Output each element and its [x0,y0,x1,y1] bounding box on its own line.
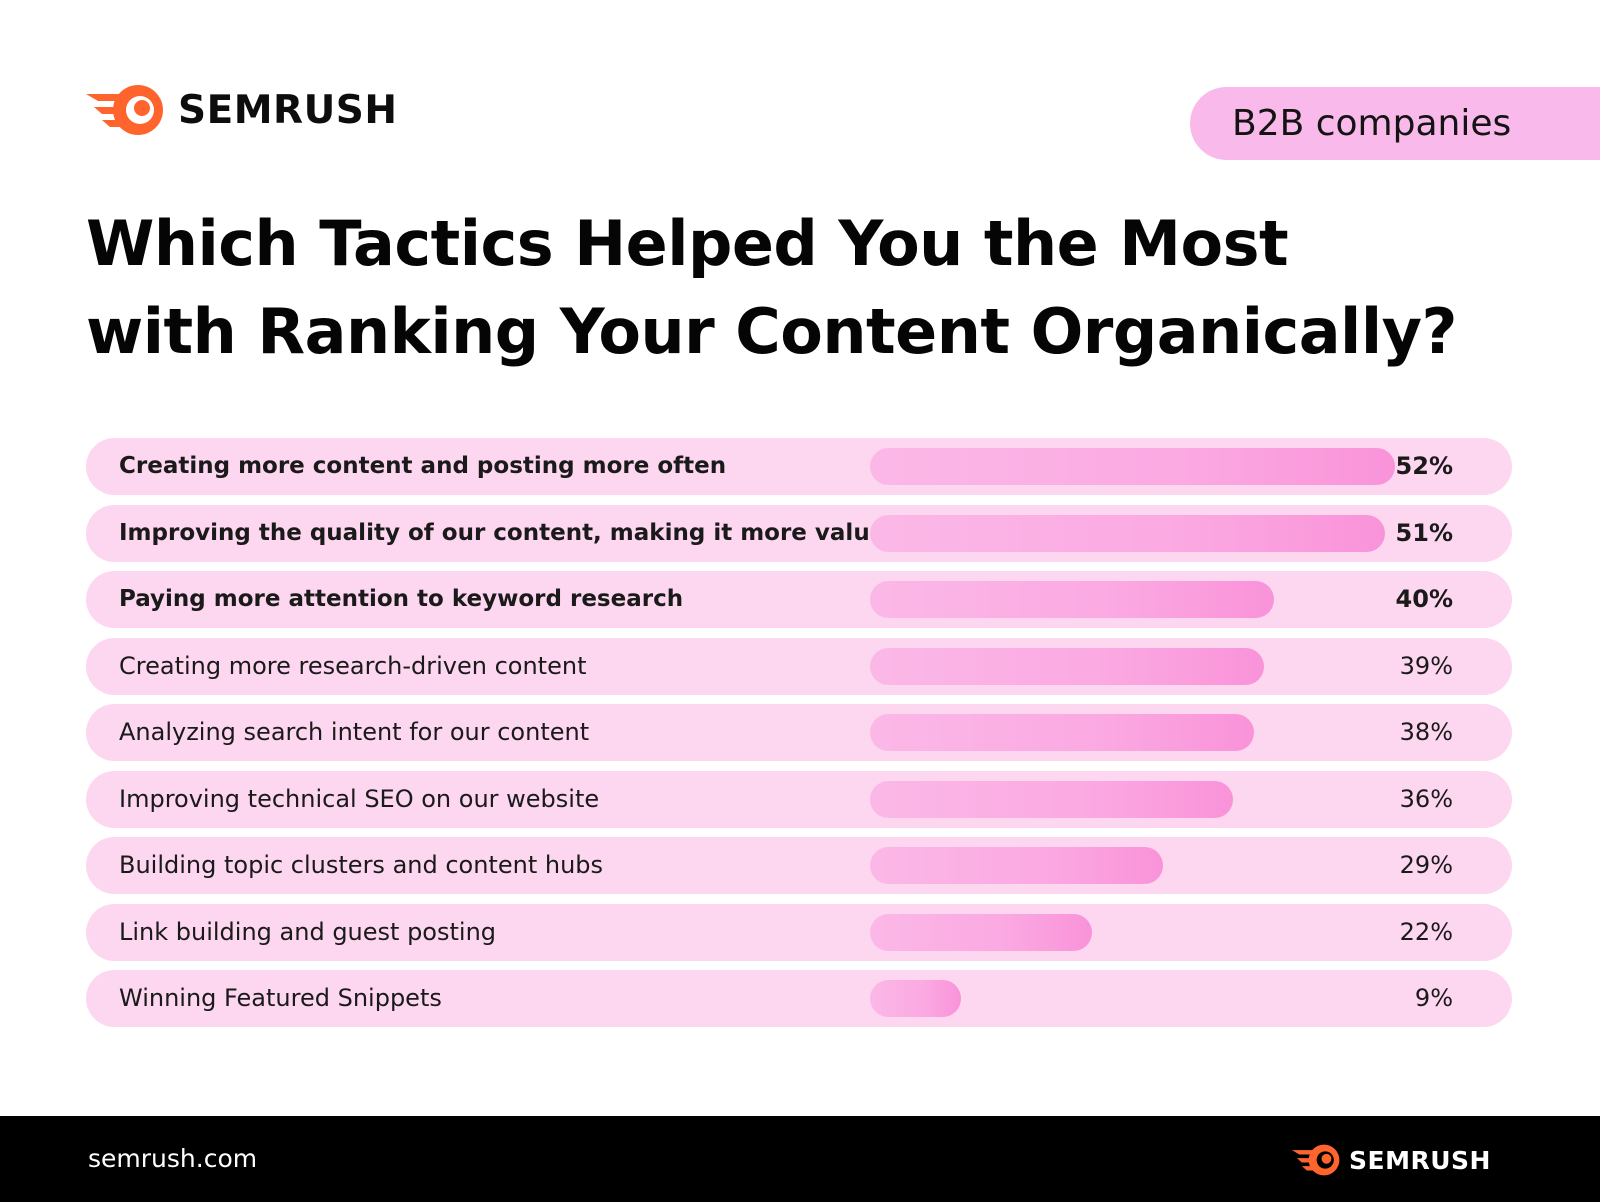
category-label: Creating more content and posting more o… [119,453,727,479]
value-label: 51% [1395,518,1453,547]
value-label: 52% [1395,452,1453,480]
chart-title: Which Tactics Helped You the Most with Ra… [86,200,1546,376]
brand-wordmark: SEMRUSH [178,87,398,133]
semrush-comet-icon [86,85,163,135]
value-label: 39% [1399,651,1453,680]
category-label: Building topic clusters and content hubs [119,851,604,879]
value-label: 9% [1414,984,1453,1012]
bar [870,448,1395,485]
footer-logo: SEMRUSH [1291,1144,1491,1176]
chart-row: Link building and guest posting 22% [86,903,1512,961]
category-label: Analyzing search intent for our content [119,718,590,746]
value-label: 36% [1399,784,1453,813]
segment-badge: B2B companies [1190,87,1600,160]
category-label: Winning Featured Snippets [119,984,442,1012]
chart-row: Creating more research-driven content 39% [86,637,1512,695]
footer-brand-wordmark: SEMRUSH [1349,1145,1491,1175]
bar [870,581,1274,618]
chart-title-line-2: with Ranking Your Content Organically? [86,295,1457,368]
bar [870,647,1264,685]
bar [870,847,1163,884]
bar [870,780,1234,818]
bar-chart: Creating more content and posting more o… [86,438,1512,1037]
category-label: Improving technical SEO on our website [119,784,600,813]
chart-row: Paying more attention to keyword researc… [86,571,1512,628]
chart-row: Improving the quality of our content, ma… [86,504,1512,562]
bar [870,514,1385,552]
category-label: Link building and guest posting [119,917,497,946]
bar [870,980,961,1017]
chart-row: Analyzing search intent for our content 3… [86,704,1512,761]
category-label: Paying more attention to keyword researc… [119,586,684,612]
value-label: 40% [1395,585,1453,613]
category-label: Improving the quality of our content, ma… [119,519,926,546]
chart-row: Creating more content and posting more o… [86,438,1512,495]
segment-label: B2B companies [1232,103,1512,144]
category-label: Creating more research-driven content [119,651,587,680]
chart-row: Building topic clusters and content hubs… [86,837,1512,894]
chart-row: Winning Featured Snippets 9% [86,970,1512,1027]
bar [870,714,1254,751]
value-label: 38% [1399,718,1453,746]
chart-row: Improving technical SEO on our website 36… [86,770,1512,828]
header-logo: SEMRUSH [86,82,397,138]
footer-url: semrush.com [88,1144,258,1173]
bar [870,913,1093,951]
value-label: 22% [1399,917,1453,946]
semrush-comet-icon [1292,1144,1340,1176]
chart-title-line-1: Which Tactics Helped You the Most [86,207,1289,280]
footer: semrush.com SEMRUSH [0,1116,1600,1202]
value-label: 29% [1399,851,1453,879]
